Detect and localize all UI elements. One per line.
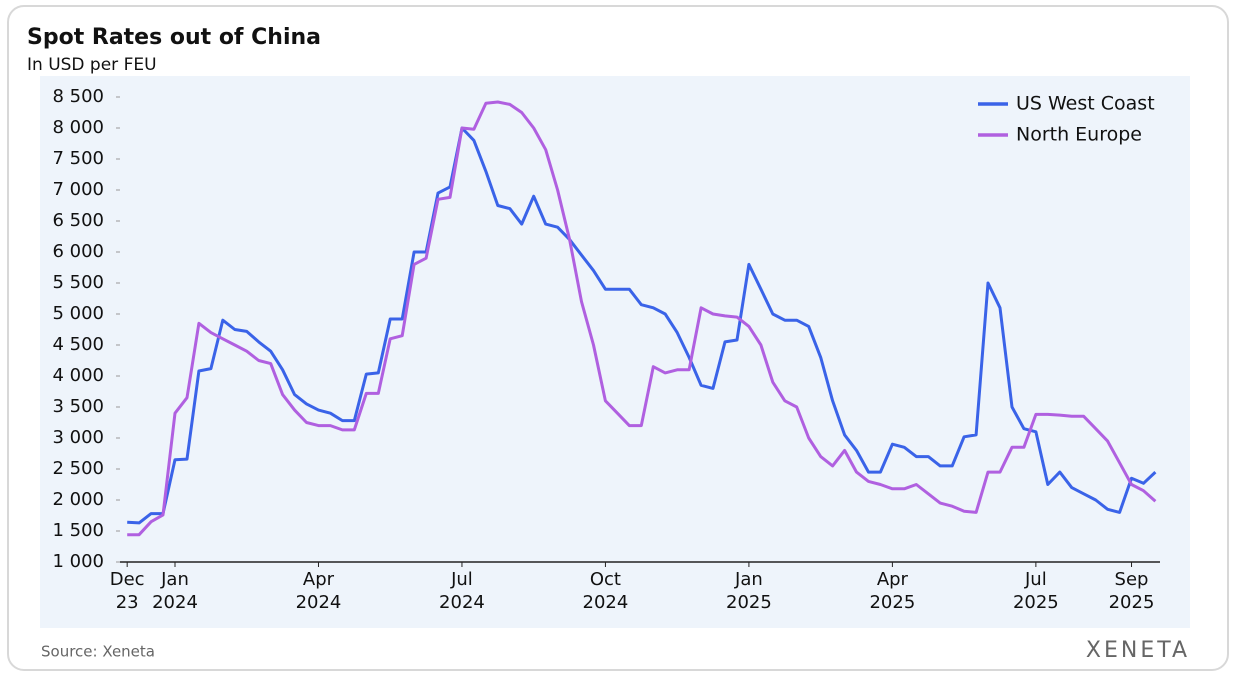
x-tick-label: Jul 2024 [439,569,485,613]
x-tick-label: Dec 23 [110,569,145,613]
x-tick-label: Oct 2024 [583,569,629,613]
y-tick-label: 1 000 [52,551,104,572]
y-tick-label: 7 500 [52,148,104,169]
y-tick-label: 3 000 [52,427,104,448]
y-tick-label: 4 000 [52,365,104,386]
source: Source: Xeneta [41,643,155,661]
x-tick-label: Jan 2024 [152,569,198,613]
x-tick-label: Apr 2025 [869,569,915,613]
x-tick-label: Apr 2024 [296,569,342,613]
y-tick-label: 1 500 [52,520,104,541]
y-tick-label: 6 500 [52,210,104,231]
x-tick-label: Jul 2025 [1013,569,1059,613]
y-tick-label: 4 500 [52,334,104,355]
y-tick-label: 2 000 [52,489,104,510]
y-tick-label: 5 500 [52,272,104,293]
legend-label: North Europe [1016,124,1142,146]
legend-label: US West Coast [1016,93,1155,115]
series-line [127,126,1157,525]
y-tick-label: 6 000 [52,241,104,262]
y-tick-label: 2 500 [52,458,104,479]
plot-background [40,76,1190,628]
y-tick-label: 3 500 [52,396,104,417]
x-tick-label: Sep 2025 [1109,569,1155,613]
x-tick-label: Jan 2025 [726,569,772,613]
y-tick-label: 8 000 [52,117,104,138]
y-tick-label: 5 000 [52,303,104,324]
y-tick-label: 7 000 [52,179,104,200]
chart-subtitle: In USD per FEU [27,55,157,75]
brand-logo: XENETA [1086,638,1190,663]
y-tick-label: 8 500 [52,86,104,107]
series-line [127,100,1157,537]
chart-title: Spot Rates out of China [27,25,321,50]
